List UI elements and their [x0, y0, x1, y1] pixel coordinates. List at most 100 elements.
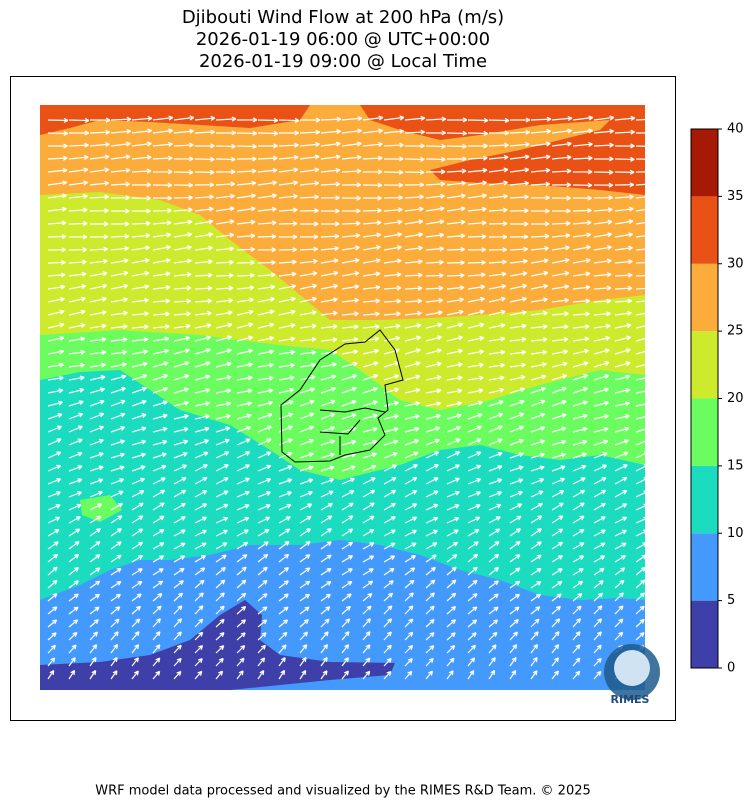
wind-arrow: [278, 247, 297, 253]
wind-arrow: [278, 553, 290, 563]
wind-arrow: [236, 592, 247, 602]
wind-arrow: [509, 375, 526, 381]
wind-arrow: [593, 439, 609, 446]
wind-arrow: [194, 401, 211, 407]
wind-arrow: [446, 477, 460, 485]
wind-arrow: [173, 182, 194, 188]
wind-arrow: [572, 580, 584, 589]
wind-arrow: [509, 208, 529, 214]
wind-arrow: [89, 283, 108, 290]
wind-arrow: [446, 657, 455, 667]
wind-arrow: [341, 284, 360, 290]
wind-arrow: [194, 657, 203, 667]
wind-arrow: [425, 413, 441, 420]
wind-arrow: [320, 386, 336, 394]
wind-arrow: [341, 386, 357, 394]
wind-arrow: [635, 300, 645, 303]
wind-arrow: [530, 412, 546, 420]
wind-arrow: [299, 362, 316, 368]
map-field: [40, 105, 645, 690]
wind-arrow: [404, 310, 422, 316]
wind-arrow: [320, 297, 338, 303]
wind-arrow: [467, 464, 482, 472]
wind-arrow: [362, 336, 380, 342]
wind-arrow: [68, 619, 79, 628]
wind-arrow: [530, 439, 546, 446]
wind-arrow: [446, 451, 461, 459]
wind-arrow: [110, 324, 128, 330]
wind-arrow: [446, 168, 467, 174]
wind-arrow: [614, 618, 624, 628]
wind-arrow: [236, 516, 250, 524]
wind-arrow: [173, 644, 182, 654]
wind-arrow: [362, 426, 378, 433]
wind-arrow: [614, 361, 631, 368]
wind-arrow: [68, 271, 87, 277]
wind-arrow: [446, 309, 464, 316]
wind-arrow: [299, 631, 309, 641]
wind-arrow: [215, 285, 234, 291]
wind-arrow: [278, 465, 293, 472]
wind-arrow: [89, 154, 110, 160]
wind-arrow: [593, 361, 610, 368]
wind-arrow: [467, 528, 480, 537]
wind-arrow: [509, 669, 517, 680]
wind-arrow: [131, 349, 149, 355]
wind-arrow: [278, 593, 289, 602]
wind-arrow: [530, 154, 551, 160]
wind-arrow: [257, 375, 274, 381]
wind-arrow: [47, 155, 68, 161]
wind-arrow: [425, 181, 446, 187]
wind-arrow: [236, 168, 257, 174]
wind-arrow: [551, 336, 569, 343]
wind-arrow: [362, 670, 371, 680]
wind-arrow: [89, 619, 99, 628]
wind-arrow: [131, 361, 148, 368]
wind-arrow: [236, 645, 246, 654]
wind-arrow: [614, 143, 635, 149]
wind-arrow: [593, 272, 612, 278]
wind-arrow: [320, 195, 340, 201]
wind-arrow: [131, 580, 143, 589]
wind-arrow: [509, 310, 527, 316]
wind-arrow: [488, 553, 500, 563]
wind-arrow: [299, 528, 311, 537]
wind-arrow: [89, 271, 108, 277]
wind-arrow: [551, 115, 573, 122]
wind-arrow: [614, 348, 631, 355]
wind-arrow: [299, 310, 317, 316]
wind-arrow: [383, 128, 404, 134]
wind-arrow: [341, 233, 361, 239]
wind-arrow: [509, 234, 529, 240]
wind-arrow: [509, 465, 524, 472]
wind-arrow: [383, 631, 392, 641]
wind-arrow: [509, 412, 525, 420]
wind-arrow: [173, 542, 186, 550]
wind-arrow: [320, 399, 336, 407]
wind-arrow: [614, 476, 628, 485]
tick-label: 25: [727, 324, 744, 339]
wind-arrow: [152, 232, 172, 238]
wind-arrow: [110, 258, 129, 264]
wind-arrow: [614, 387, 631, 394]
wind-arrow: [299, 323, 317, 329]
wind-arrow: [635, 542, 645, 550]
wind-arrow: [173, 272, 192, 278]
wind-arrow: [362, 555, 375, 563]
wind-arrow: [278, 180, 299, 186]
wind-arrow: [383, 644, 392, 654]
wind-arrow: [572, 413, 588, 420]
wind-arrow: [257, 579, 268, 589]
wind-arrow: [257, 516, 271, 524]
wind-arrow: [404, 169, 425, 175]
wind-arrow: [194, 129, 216, 135]
wind-arrow: [551, 439, 567, 446]
wind-arrow: [320, 554, 332, 563]
wind-arrow: [47, 335, 65, 342]
wind-arrow: [593, 169, 614, 175]
wind-arrow: [425, 579, 436, 589]
wind-arrow: [236, 413, 252, 420]
wind-arrow: [47, 143, 68, 149]
wind-arrow: [488, 207, 508, 213]
wind-arrow: [383, 156, 404, 162]
